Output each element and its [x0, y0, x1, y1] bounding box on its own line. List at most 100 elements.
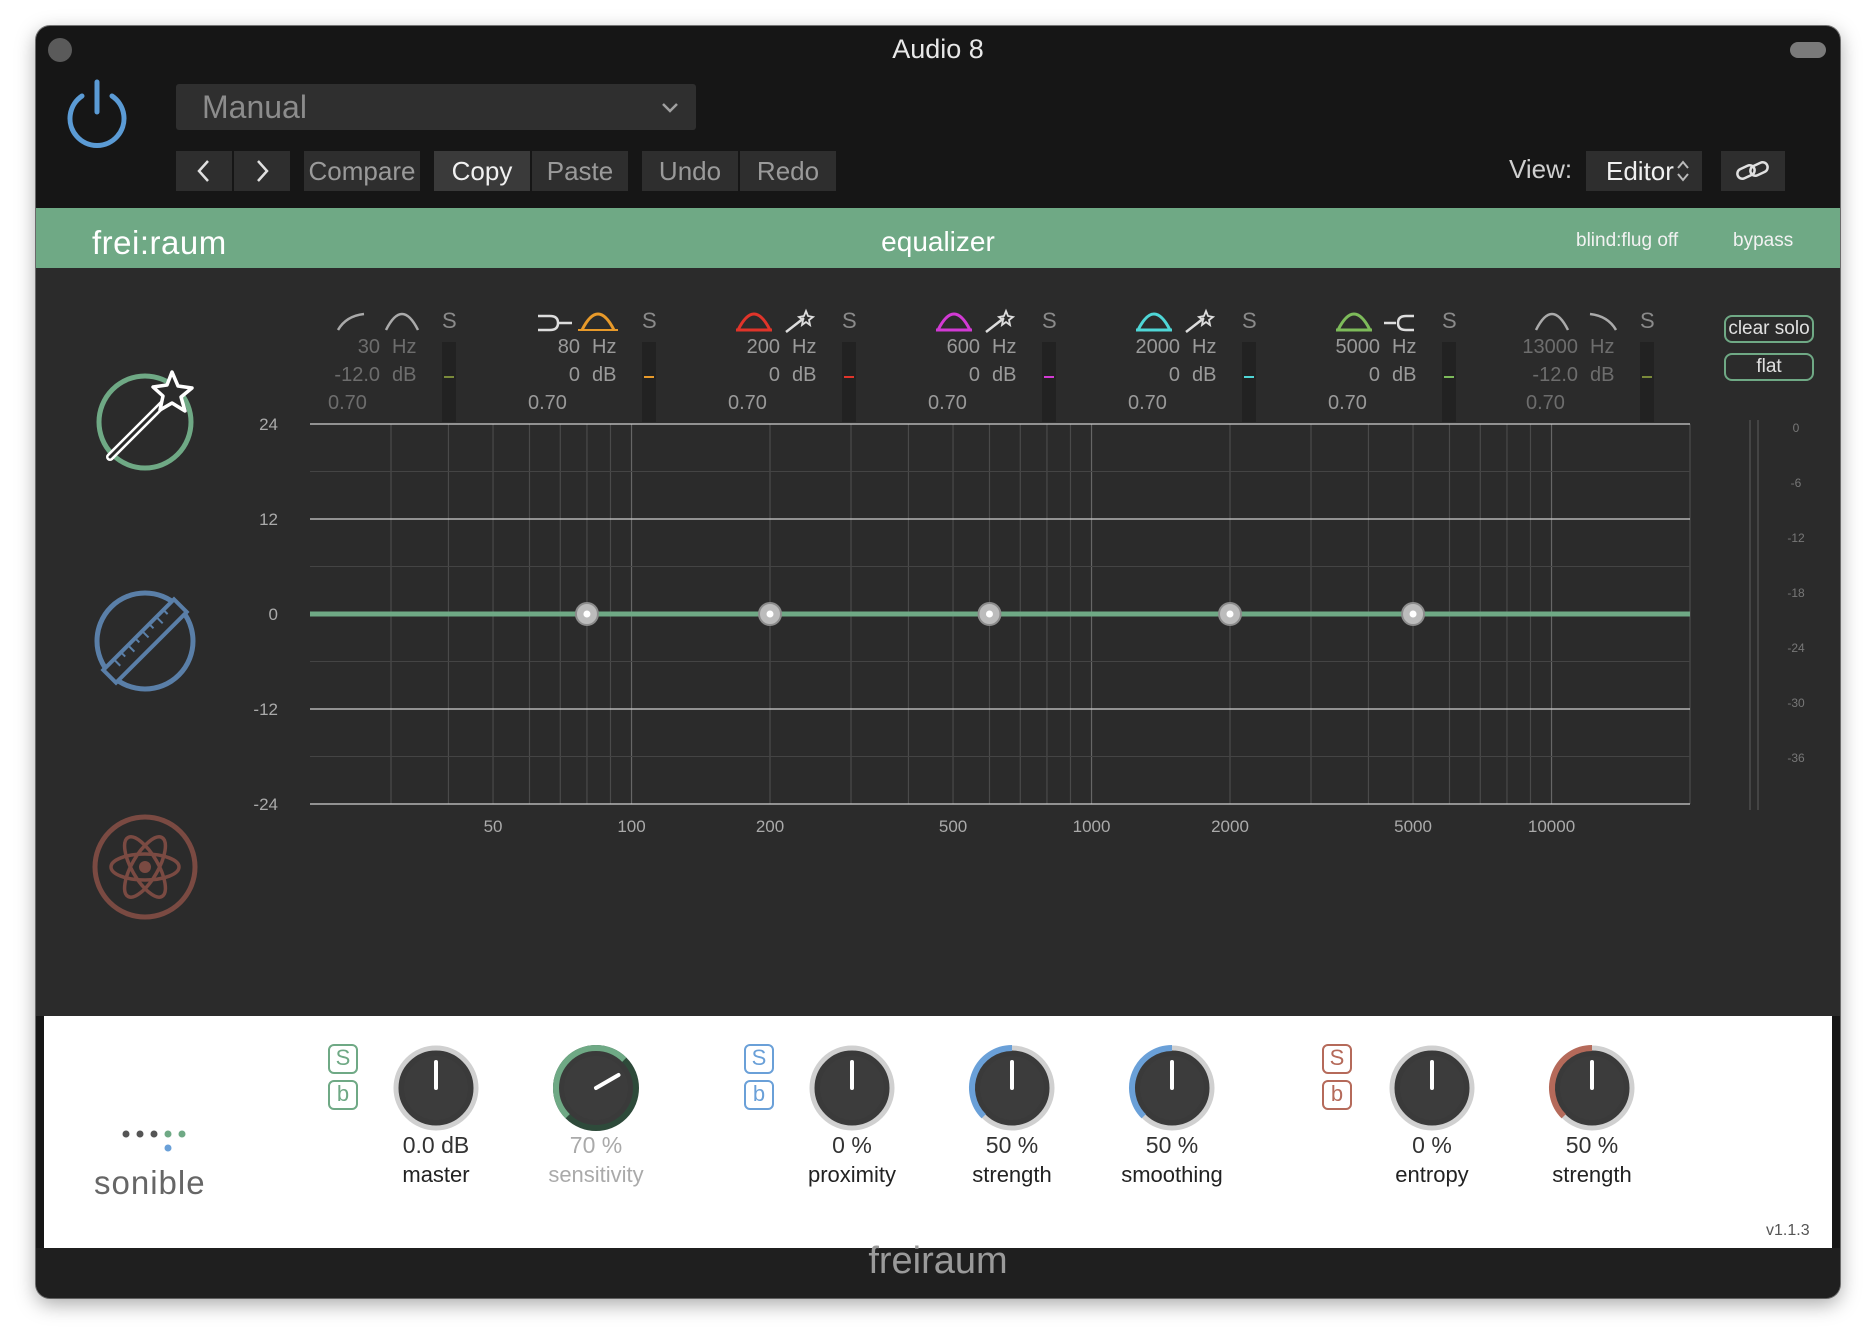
entropy-knob[interactable] [1382, 1038, 1482, 1138]
band-3: S 200 Hz 0 dB 0.70 [686, 308, 876, 438]
filter-type-icon[interactable] [1534, 308, 1634, 336]
band-5: S 2000 Hz 0 dB 0.70 [1086, 308, 1276, 438]
band-gain-value[interactable]: 0 [1168, 364, 1180, 386]
entropy-group-solo-button[interactable]: S [1322, 1044, 1352, 1074]
clear-solo-button[interactable]: clear solo [1724, 315, 1814, 343]
band-level-meter [442, 342, 456, 422]
band-q-value[interactable]: 0.70 [528, 392, 567, 414]
eq-node-center [766, 610, 774, 618]
band-frequency-value[interactable]: 5000 [1335, 336, 1381, 358]
chevron-right-icon [257, 160, 269, 182]
master-group-solo-button[interactable]: S [328, 1044, 358, 1074]
band-q-value[interactable]: 0.70 [1328, 392, 1367, 414]
filter-type-icon[interactable] [1136, 308, 1236, 336]
band-frequency-unit: Hz [1590, 336, 1615, 358]
filter-type-icon[interactable] [1336, 308, 1436, 336]
band-gain-value[interactable]: 0 [968, 364, 980, 386]
atom-icon[interactable] [90, 812, 200, 922]
proximity-knob[interactable] [802, 1038, 902, 1138]
band-solo-button[interactable]: S [442, 308, 457, 333]
flat-button[interactable]: flat [1724, 353, 1814, 381]
band-frequency-value[interactable]: 13000 [1522, 336, 1578, 358]
band-6: S 5000 Hz 0 dB 0.70 [1286, 308, 1476, 438]
filter-type-icon[interactable] [936, 308, 1036, 336]
band-solo-button[interactable]: S [1442, 308, 1457, 333]
band-q-value[interactable]: 0.70 [928, 392, 967, 414]
band-frequency-value[interactable]: 200 [746, 336, 780, 358]
blindflug-toggle[interactable]: blind:flug off [1576, 230, 1679, 251]
window-close-button[interactable] [48, 38, 72, 62]
band-gain-unit: dB [792, 364, 817, 386]
band-q-value[interactable]: 0.70 [1526, 392, 1565, 414]
sonible-logo: sonible [94, 1164, 206, 1201]
sonible-logo-dots [122, 1130, 186, 1152]
band-frequency-value[interactable]: 600 [946, 336, 980, 358]
editor-panel [36, 268, 1840, 1016]
band-gain-value[interactable]: 0 [568, 364, 580, 386]
band-frequency-value[interactable]: 30 [357, 336, 380, 358]
master-knob[interactable] [386, 1038, 486, 1138]
window-toolbar-toggle[interactable] [1790, 42, 1826, 58]
filter-type-icon[interactable] [736, 308, 836, 336]
strength2-knob[interactable] [1542, 1038, 1642, 1138]
band-gain-value[interactable]: 0 [1368, 364, 1380, 386]
strength2-label: strength [1552, 1162, 1632, 1187]
entropy-group-bypass-button[interactable]: b [1322, 1080, 1352, 1110]
next-preset-button[interactable] [234, 151, 290, 191]
sensitivity-knob[interactable] [546, 1038, 646, 1138]
x-axis-tick-label: 200 [756, 817, 784, 836]
entropy-value: 0 % [1412, 1132, 1452, 1158]
previous-preset-button[interactable] [176, 151, 232, 191]
eq-node-center [1409, 610, 1417, 618]
band-4: S 600 Hz 0 dB 0.70 [886, 308, 1076, 438]
master-label: master [402, 1162, 470, 1187]
strength1-value: 50 % [985, 1132, 1039, 1158]
band-solo-button[interactable]: S [1242, 308, 1257, 333]
link-button[interactable] [1721, 151, 1785, 191]
band-solo-button[interactable]: S [842, 308, 857, 333]
band-gain-unit: dB [1192, 364, 1217, 386]
bypass-toggle[interactable]: bypass [1733, 230, 1794, 251]
band-q-value[interactable]: 0.70 [728, 392, 767, 414]
eq-node-center [583, 610, 591, 618]
paste-button[interactable]: Paste [532, 151, 628, 191]
smoothing-value: 50 % [1145, 1132, 1199, 1158]
filter-type-icon[interactable] [536, 308, 636, 336]
band-solo-button[interactable]: S [1042, 308, 1057, 333]
smoothing-knob[interactable] [1122, 1038, 1222, 1138]
band-gain-value[interactable]: 0 [768, 364, 780, 386]
master-group-bypass-button[interactable]: b [328, 1080, 358, 1110]
band-gain-unit: dB [1392, 364, 1417, 386]
band-solo-button[interactable]: S [1640, 308, 1655, 333]
band-frequency-unit: Hz [1192, 336, 1217, 358]
band-gain-unit: dB [992, 364, 1017, 386]
preset-dropdown[interactable]: Manual [176, 84, 696, 130]
band-gain-unit: dB [592, 364, 617, 386]
proximity-group-bypass-button[interactable]: b [744, 1080, 774, 1110]
copy-button[interactable]: Copy [434, 151, 530, 191]
x-axis-tick-label: 100 [617, 817, 645, 836]
band-q-value[interactable]: 0.70 [1128, 392, 1167, 414]
redo-button[interactable]: Redo [740, 151, 836, 191]
band-frequency-value[interactable]: 2000 [1135, 336, 1181, 358]
meter-tick-label: -24 [1787, 641, 1805, 655]
band-gain-value[interactable]: -12.0 [1532, 364, 1578, 386]
power-icon[interactable] [62, 78, 132, 148]
band-gain-value[interactable]: -12.0 [334, 364, 380, 386]
band-level-meter [1042, 342, 1056, 422]
compare-button[interactable]: Compare [304, 151, 420, 191]
ruler-icon[interactable] [90, 586, 200, 696]
undo-button[interactable]: Undo [642, 151, 738, 191]
view-select[interactable]: Editor [1586, 151, 1702, 191]
meter-tick-label: -18 [1787, 586, 1805, 600]
magic-wand-icon[interactable] [90, 362, 200, 472]
band-solo-button[interactable]: S [642, 308, 657, 333]
band-frequency-value[interactable]: 80 [557, 336, 580, 358]
strength1-knob[interactable] [962, 1038, 1062, 1138]
band-q-value[interactable]: 0.70 [328, 392, 367, 414]
proximity-label: proximity [807, 1162, 896, 1187]
proximity-group-solo-button[interactable]: S [744, 1044, 774, 1074]
smoothing-label: smoothing [1121, 1162, 1223, 1187]
filter-type-icon[interactable] [336, 308, 436, 336]
